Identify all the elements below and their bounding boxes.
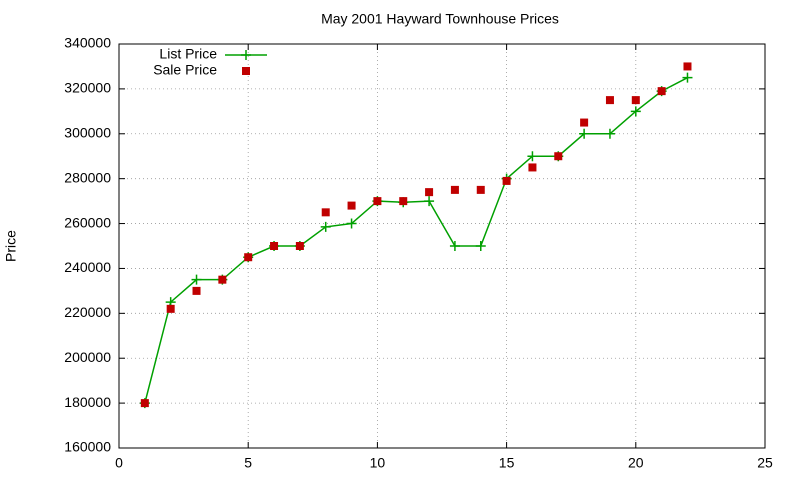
data-point [244, 253, 253, 262]
y-tick-label: 220000 [64, 304, 111, 320]
data-point [630, 106, 641, 117]
y-tick-label: 160000 [64, 439, 111, 455]
legend-marker [242, 67, 250, 75]
y-tick-label: 300000 [64, 124, 111, 140]
legend-label: Sale Price [153, 62, 217, 78]
y-tick-label: 240000 [64, 259, 111, 275]
data-point [424, 196, 435, 207]
data-point [475, 241, 486, 251]
legend-label: List Price [159, 46, 217, 62]
legend-marker [241, 50, 251, 60]
data-point [527, 151, 538, 162]
line-series [144, 77, 688, 404]
data-point [554, 152, 563, 161]
data-point [631, 96, 640, 105]
chart-title: May 2001 Hayward Townhouse Prices [321, 11, 559, 27]
data-point [373, 197, 382, 206]
data-point [476, 185, 485, 194]
data-point [682, 72, 693, 83]
y-tick-label: 280000 [64, 169, 111, 185]
y-tick-label: 180000 [64, 394, 111, 410]
data-point [604, 128, 615, 139]
plot-frame [118, 43, 766, 449]
x-tick-label: 15 [499, 455, 515, 471]
x-tick-label: 0 [115, 455, 123, 471]
data-point [425, 188, 434, 197]
data-point [347, 201, 356, 210]
data-point [270, 242, 279, 250]
data-point [683, 62, 692, 71]
y-tick-label: 320000 [64, 80, 111, 96]
y-tick-label: 260000 [64, 214, 111, 230]
data-point [450, 185, 459, 194]
data-point [166, 304, 175, 313]
data-point [579, 128, 590, 139]
data-point [140, 399, 149, 408]
x-tick-label: 20 [628, 455, 644, 471]
data-point [191, 274, 202, 285]
y-axis-label: Price [3, 230, 19, 262]
y-tick-label: 340000 [64, 35, 111, 51]
y-tick-label: 200000 [64, 349, 111, 365]
data-point [657, 87, 666, 96]
data-point [605, 96, 614, 105]
data-point [399, 197, 408, 206]
data-point [295, 242, 304, 250]
data-point [321, 208, 330, 217]
data-point [218, 275, 227, 284]
x-tick-label: 5 [244, 455, 252, 471]
data-point [502, 176, 511, 185]
data-point [580, 118, 589, 127]
x-tick-label: 10 [370, 455, 386, 471]
data-point [449, 241, 460, 251]
data-point [320, 221, 331, 232]
data-point [528, 163, 537, 172]
data-point [192, 286, 201, 295]
data-point [346, 218, 357, 229]
x-tick-label: 25 [757, 455, 773, 471]
